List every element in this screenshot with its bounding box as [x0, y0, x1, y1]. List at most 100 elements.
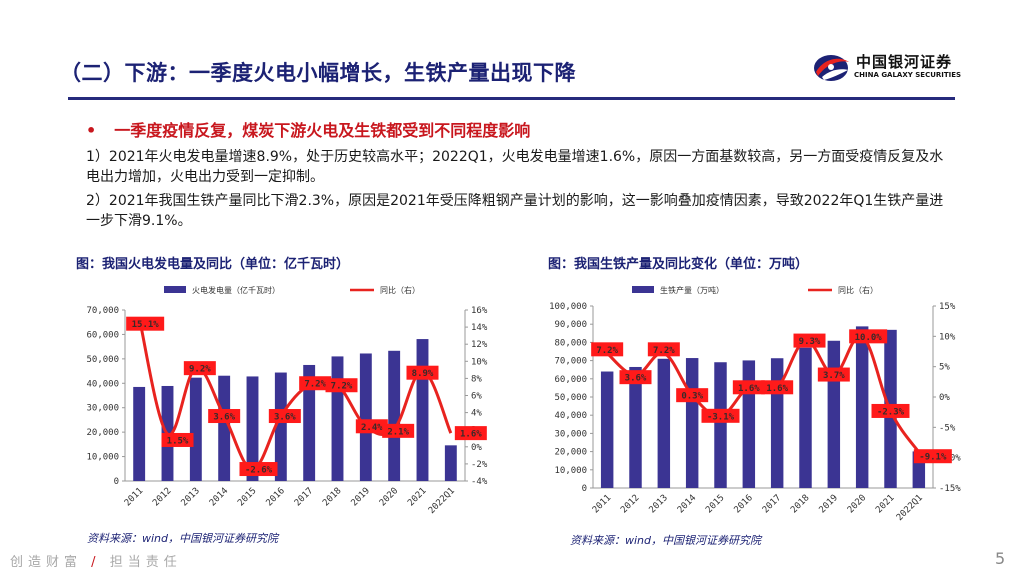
pigiron-left-tick-label: 60,000	[554, 375, 587, 385]
thermal-data-label-2022Q1: 1.6%	[454, 426, 487, 441]
pigiron-data-label-box	[913, 449, 952, 464]
pigiron-data-label-text: -3.1%	[707, 412, 735, 422]
pigiron-left-tick-label: 100,000	[549, 302, 587, 312]
thermal-data-label-text: 7.2%	[331, 382, 353, 392]
page-number: 5	[995, 549, 1006, 568]
pigiron-x-tick-label: 2019	[818, 493, 840, 515]
thermal-left-tick-label: 0	[114, 477, 119, 487]
pigiron-x-tick-label: 2011	[591, 493, 613, 515]
thermal-data-label-box	[355, 419, 388, 434]
thermal-data-label-2016: 3.6%	[268, 409, 301, 424]
pigiron-bar-2015	[714, 362, 727, 488]
thermal-x-tick-label: 2017	[293, 486, 315, 508]
pigiron-legend-bar-label: 生铁产量（万吨）	[660, 285, 724, 295]
thermal-right-tick-label: 0%	[471, 443, 482, 453]
thermal-left-tick-label: 40,000	[86, 379, 119, 389]
pigiron-data-label-box	[761, 380, 794, 395]
thermal-data-label-text: 2.1%	[387, 427, 409, 437]
thermal-data-label-box	[183, 361, 216, 376]
pigiron-x-tick-label: 2021	[874, 493, 896, 515]
thermal-right-tick-label: 12%	[471, 340, 488, 350]
pigiron-bar-2014	[685, 358, 699, 488]
thermal-left-tick-label: 30,000	[86, 404, 119, 414]
thermal-left-tick-label: 10,000	[86, 453, 119, 463]
pigiron-data-label-2020: 10.0%	[849, 329, 888, 344]
thermal-data-label-box	[454, 426, 487, 441]
thermal-x-tick-label: 2022Q1	[427, 486, 457, 516]
pigiron-left-tick-label: 20,000	[554, 448, 587, 458]
thermal-bar-2021	[416, 339, 429, 481]
thermal-data-label-2019: 2.4%	[355, 419, 388, 434]
thermal-bar-2011	[133, 386, 146, 481]
pigiron-data-label-box	[591, 342, 624, 357]
pigiron-x-tick-label: 2013	[648, 493, 670, 515]
pigiron-data-label-2015: -3.1%	[701, 408, 740, 423]
thermal-bar-2015	[246, 376, 259, 481]
pigiron-legend-bar-swatch	[632, 286, 654, 293]
pigiron-data-label-box	[793, 333, 826, 348]
logo-name-cn: 中国银河证券	[856, 53, 953, 71]
pigiron-data-label-text: -2.3%	[877, 407, 905, 417]
pigiron-data-label-2021: -2.3%	[871, 403, 910, 418]
thermal-data-label-text: 1.5%	[167, 436, 189, 446]
pigiron-left-tick-label: 90,000	[554, 320, 587, 330]
source-pig-iron: 资料来源：wind，中国银河证券研究院	[570, 534, 762, 547]
pigiron-data-label-box	[732, 380, 765, 395]
thermal-legend-bar-swatch	[164, 286, 186, 293]
thermal-bar-2014	[218, 375, 231, 481]
pigiron-data-label-box	[619, 370, 652, 385]
page-title: （二）下游：一季度火电小幅增长，生铁产量出现下降	[60, 61, 576, 85]
pigiron-left-tick-label: 50,000	[554, 393, 587, 403]
thermal-data-label-text: 8.9%	[412, 369, 434, 379]
pigiron-legend-line-label: 同比（右）	[838, 285, 878, 295]
pigiron-x-tick-label: 2020	[846, 493, 868, 515]
thermal-data-label-box	[268, 409, 301, 424]
thermal-data-label-2020: 2.1%	[382, 423, 415, 438]
thermal-data-label-2015: -2.6%	[239, 462, 278, 477]
thermal-right-tick-label: -2%	[471, 460, 488, 470]
thermal-x-tick-label: 2013	[180, 486, 202, 508]
pigiron-right-tick-label: -5%	[939, 423, 956, 433]
thermal-legend-bar-label: 火电发电量（亿千瓦时）	[192, 285, 280, 295]
thermal-bar-2022Q1	[444, 445, 457, 481]
thermal-bar-2019	[359, 353, 372, 481]
pigiron-data-label-text: 7.2%	[653, 346, 675, 356]
thermal-data-label-2021: 8.9%	[406, 365, 439, 380]
pigiron-bar-2016	[742, 360, 756, 488]
thermal-data-label-box	[382, 423, 415, 438]
thermal-data-label-2013: 9.2%	[183, 361, 216, 376]
company-logo: 中国银河证券 CHINA GALAXY SECURITIES	[812, 50, 962, 86]
logo-name-en: CHINA GALAXY SECURITIES	[854, 71, 962, 79]
pigiron-x-tick-label: 2012	[619, 493, 641, 515]
pigiron-x-tick-label: 2014	[676, 493, 698, 515]
thermal-x-tick-label: 2019	[350, 486, 372, 508]
pigiron-bar-2019	[827, 340, 841, 488]
thermal-data-label-box	[239, 462, 278, 477]
pigiron-data-label-2019: 3.7%	[817, 367, 850, 382]
pigiron-data-label-text: 3.7%	[823, 371, 845, 381]
pigiron-x-tick-label: 2018	[789, 493, 811, 515]
thermal-data-label-text: 2.4%	[361, 423, 383, 433]
thermal-left-tick-label: 60,000	[86, 330, 119, 340]
pigiron-left-tick-label: 30,000	[554, 429, 587, 439]
pigiron-data-label-text: -9.1%	[919, 453, 947, 463]
pigiron-right-tick-label: 10%	[939, 332, 956, 342]
thermal-x-tick-label: 2018	[321, 486, 343, 508]
paragraph-pig-iron: 2）2021年我国生铁产量同比下滑2.3%，原因是2021年受压降粗钢产量计划的…	[86, 193, 944, 229]
pigiron-right-tick-label: 15%	[939, 302, 956, 312]
footer-slash: /	[91, 555, 101, 570]
pigiron-data-label-2017: 1.6%	[761, 380, 794, 395]
thermal-x-tick-label: 2015	[236, 486, 258, 508]
pigiron-data-label-text: 1.6%	[766, 384, 788, 394]
thermal-right-tick-label: -4%	[471, 477, 488, 487]
pigiron-data-label-box	[647, 342, 680, 357]
thermal-data-label-2011: 15.1%	[126, 316, 165, 331]
thermal-left-tick-label: 70,000	[86, 306, 119, 316]
thermal-data-label-box	[299, 376, 332, 391]
pigiron-data-label-2013: 7.2%	[647, 342, 680, 357]
pigiron-bar-2012	[629, 366, 642, 488]
pigiron-bar-2020	[855, 326, 869, 488]
thermal-left-tick-label: 20,000	[86, 428, 119, 438]
thermal-right-tick-label: 10%	[471, 357, 488, 367]
pigiron-data-label-box	[871, 403, 910, 418]
